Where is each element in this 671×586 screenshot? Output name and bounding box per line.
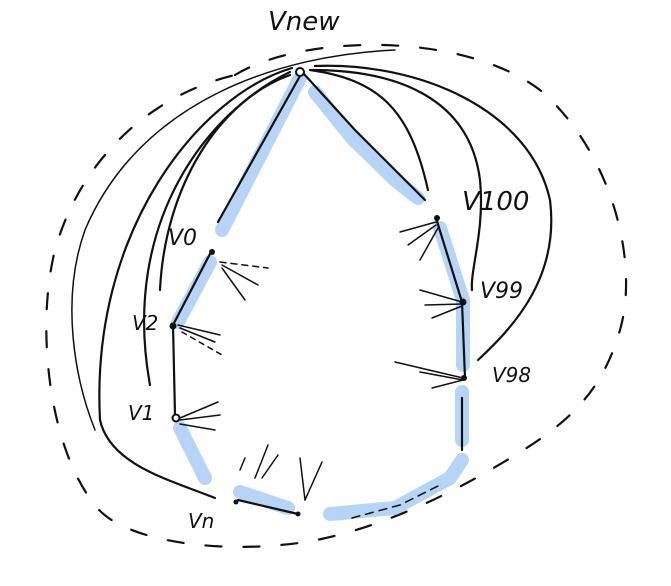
edge-vnew-v1-arc	[98, 66, 294, 500]
edge-v2-v1	[171, 323, 177, 417]
edge-vnew-v100	[302, 72, 427, 202]
dashed-boundary	[45, 43, 628, 548]
highlight-v0-v2	[171, 255, 217, 329]
label-v100: V100	[462, 187, 529, 217]
label-v99: V99	[480, 279, 523, 304]
edge-vnew-v0-arc	[158, 73, 292, 292]
edge-vnew-v99-arc	[310, 68, 483, 292]
stub-bottom-4	[299, 457, 306, 501]
label-v2: V2	[132, 311, 158, 335]
highlight-v1-vn	[173, 421, 212, 485]
stub-v99-3	[431, 305, 463, 319]
stub-v0-3	[221, 267, 246, 301]
vertex-vnew	[295, 67, 305, 77]
vertex-v99	[459, 298, 467, 306]
label-v98: V98	[492, 363, 531, 387]
stub-v1-2	[179, 414, 221, 421]
stub-v99-2	[424, 303, 463, 306]
vertex-v1	[171, 413, 181, 423]
stub-bottom-5	[304, 461, 323, 501]
edge-vnew-vn-arc	[71, 49, 396, 431]
label-v0: V0	[168, 226, 197, 251]
stub-v98-2	[419, 371, 464, 381]
stub-v100-1	[399, 221, 437, 233]
vertex-labels: Vnew V100 V99 V98 V0 V2 V1 Vn	[128, 7, 531, 533]
stub-v98-3	[431, 379, 464, 389]
highlight-vn-bottom	[233, 485, 295, 515]
vertex-v2	[169, 322, 177, 330]
stub-v2-2	[179, 327, 216, 343]
label-vn: Vn	[188, 509, 214, 533]
stub-v100-3	[419, 227, 439, 261]
edge-vn-bottom	[236, 498, 300, 516]
stub-v2-3	[181, 331, 223, 356]
stub-v0-2	[221, 264, 259, 286]
label-vnew: Vnew	[268, 7, 340, 37]
stub-v98-1	[394, 361, 464, 379]
vertex-bottom	[295, 511, 301, 517]
boundary-curve	[45, 43, 628, 548]
vertex-v100	[434, 215, 440, 221]
curved-edges	[71, 49, 553, 500]
vertex-v98	[461, 375, 467, 381]
edge-v99-v98	[460, 300, 467, 380]
vertices	[169, 67, 467, 517]
edge-vnew-v0	[216, 74, 302, 224]
highlighted-cycle	[171, 71, 470, 521]
stub-v2-1	[177, 324, 221, 336]
stub-v1-3	[179, 423, 216, 431]
stub-bottom-1	[254, 444, 269, 479]
vertex-v0	[209, 249, 215, 255]
vertex-vn	[233, 499, 239, 505]
stub-v1-1	[179, 401, 219, 419]
stub-bottom-3	[239, 457, 246, 471]
edge-vnew-v100-arc	[308, 68, 430, 192]
highlight-vnew-v0	[215, 71, 307, 237]
edge-v0-v2	[171, 248, 214, 327]
edge-vnew-v2-arc	[143, 70, 292, 387]
edge-vnew-v98-arc	[313, 64, 553, 362]
stub-v0-1	[219, 261, 269, 269]
edge-stubs	[177, 221, 464, 501]
highlight-vnew-v100	[308, 85, 425, 205]
edge-bottom-dotted	[351, 484, 441, 519]
label-v1: V1	[128, 401, 154, 425]
edge-v100-v99	[434, 216, 464, 304]
stub-bottom-2	[261, 454, 279, 479]
stub-v99-1	[419, 289, 463, 303]
stub-v100-2	[407, 224, 437, 246]
path-edges	[171, 72, 467, 519]
